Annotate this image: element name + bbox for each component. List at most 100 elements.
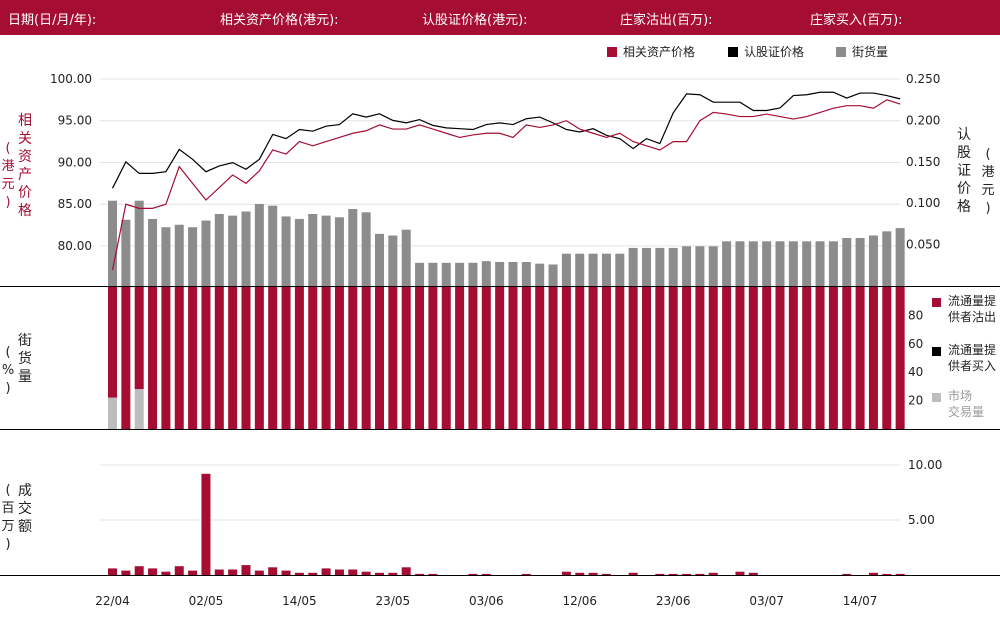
warrant-axis-unit: (港元)	[981, 147, 995, 216]
y-left-tick-label: 85.00	[58, 197, 92, 211]
turnover-bar	[361, 571, 371, 575]
outstanding-bar	[775, 241, 785, 286]
outstanding-bar	[802, 241, 812, 286]
legend-mm-sell: 流通量提 供者沽出	[932, 293, 996, 325]
outstanding-bar	[762, 241, 772, 286]
turnover-axis-unit: (百万)	[1, 483, 15, 552]
y-turnover-tick-label: 10.00	[908, 458, 942, 472]
y-left-tick-label: 100.00	[50, 72, 92, 86]
turnover-bar	[254, 570, 264, 575]
outstanding-bar	[548, 264, 558, 286]
mm-sell-bar	[601, 287, 611, 429]
x-tick-label: 14/05	[282, 594, 317, 608]
x-tick-label: 03/07	[749, 594, 784, 608]
turnover-bar	[682, 573, 692, 575]
turnover-bar	[481, 573, 491, 575]
y-right-tick-label: 0.100	[906, 196, 940, 210]
legend-market: 市场 交易量	[932, 388, 984, 420]
outstanding-bar	[575, 253, 585, 286]
market-volume-bar	[134, 389, 144, 429]
outstanding-bar	[361, 212, 371, 286]
y-right-tick-label: 0.050	[906, 238, 940, 252]
mm-sell-bar	[428, 287, 438, 429]
outstanding-bar	[655, 247, 665, 286]
outstanding-bar	[708, 246, 718, 286]
mm-sell-bar	[575, 287, 585, 429]
mm-sell-bar	[762, 287, 772, 429]
outstanding-bar	[241, 211, 251, 286]
outstanding-bar	[228, 215, 238, 286]
mm-sell-bar	[642, 287, 651, 429]
outstanding-axis-unit: (%)	[1, 345, 15, 396]
outstanding-bar	[281, 216, 291, 286]
outstanding-bar	[735, 241, 745, 286]
outstanding-bar	[615, 253, 625, 286]
turnover-bar	[428, 573, 438, 575]
mm-sell-bar	[321, 287, 331, 429]
x-tick-label: 23/05	[376, 594, 411, 608]
legend-mm-buy: 流通量提 供者买入	[932, 342, 996, 374]
mm-sell-bar	[748, 287, 758, 429]
outstanding-bar	[121, 219, 131, 286]
outstanding-bar	[855, 237, 865, 286]
turnover-bar	[321, 568, 331, 575]
outstanding-bar	[428, 262, 438, 286]
y-right-tick-label: 0.150	[906, 155, 940, 169]
mm-sell-bar	[802, 287, 812, 429]
turnover-bar	[161, 571, 171, 575]
outstanding-bar	[868, 235, 878, 286]
turnover-bar	[148, 568, 158, 575]
outstanding-bar	[895, 228, 905, 286]
mm-sell-bar	[148, 287, 158, 429]
mm-sell-bar	[254, 287, 264, 429]
turnover-bar	[334, 569, 344, 575]
turnover-bar	[588, 572, 598, 575]
turnover-bar	[134, 566, 144, 575]
mm-sell-bar	[241, 287, 251, 429]
outstanding-bar	[134, 200, 144, 286]
legend-swatch	[728, 47, 738, 57]
mm-sell-bar	[361, 287, 371, 429]
turnover-bar	[228, 569, 238, 575]
mm-sell-bar	[521, 287, 531, 429]
turnover-bar	[188, 570, 198, 575]
outstanding-bar	[348, 208, 358, 286]
y-pct-tick-label: 20	[908, 394, 923, 408]
legend-swatch	[607, 47, 617, 57]
outstanding-bar	[468, 262, 478, 286]
mm-sell-bar	[308, 287, 318, 429]
turnover-bar	[401, 567, 411, 575]
turnover-bar	[868, 572, 878, 575]
mm-sell-bar	[174, 287, 184, 429]
y-left-tick-label: 95.00	[58, 114, 92, 128]
underlying-axis-label: 相关资产价格	[18, 113, 32, 219]
mm-sell-bar	[334, 287, 344, 429]
turnover-bar	[468, 573, 478, 575]
turnover-bar	[628, 572, 638, 575]
outstanding-axis-label: 街货量	[18, 333, 32, 385]
outstanding-bar	[668, 247, 678, 286]
mm-sell-bar	[348, 287, 358, 429]
outstanding-bar	[401, 229, 411, 286]
outstanding-bar	[788, 241, 798, 286]
legend-swatch	[932, 393, 941, 402]
legend-label: 相关资产价格	[623, 45, 696, 59]
mm-sell-bar	[788, 287, 798, 429]
turnover-bar	[708, 572, 718, 575]
mm-sell-bar	[468, 287, 478, 429]
turnover-bar	[174, 566, 184, 575]
turnover-axis-label: 成交额	[18, 483, 32, 535]
outstanding-bar	[174, 224, 184, 286]
mm-sell-bar	[294, 287, 304, 429]
mm-sell-bar	[495, 287, 505, 429]
outstanding-bar	[188, 227, 198, 286]
outstanding-bar	[441, 262, 451, 286]
legend-label: 认股证价格	[744, 45, 805, 59]
mm-sell-bar	[108, 287, 117, 398]
y-turnover-tick-label: 5.00	[908, 513, 935, 527]
outstanding-bar	[601, 253, 611, 286]
legend-outstanding: 街货量	[836, 43, 888, 60]
mm-sell-bar	[895, 287, 905, 429]
mm-sell-bar	[668, 287, 678, 429]
mm-sell-bar	[588, 287, 598, 429]
